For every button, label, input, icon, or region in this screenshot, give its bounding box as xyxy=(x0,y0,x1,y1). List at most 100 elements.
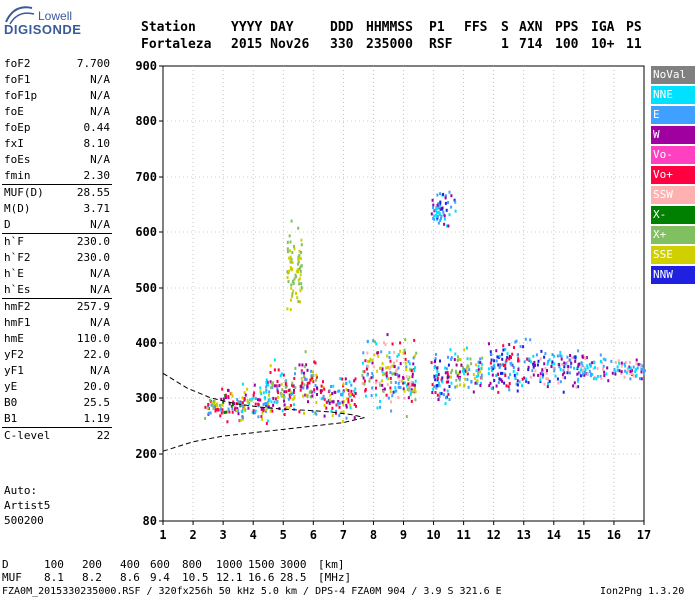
param-label: fmin xyxy=(4,169,31,182)
echo-point xyxy=(228,402,231,406)
echo-point xyxy=(632,374,635,378)
echo-point xyxy=(290,257,293,261)
echo-point xyxy=(405,375,408,379)
echo-point xyxy=(259,386,262,390)
echo-point xyxy=(450,205,453,209)
muf-value: [MHz] xyxy=(318,571,352,584)
echo-point xyxy=(431,198,434,202)
echo-point xyxy=(501,371,504,375)
echo-point xyxy=(448,385,451,388)
echo-point xyxy=(246,400,249,404)
echo-point xyxy=(562,375,565,379)
profile-curve-lower xyxy=(162,417,365,452)
muf-value: 12.1 xyxy=(216,571,243,584)
echo-point xyxy=(290,286,293,290)
param-value: 1.19 xyxy=(83,412,111,425)
param-row: B0 25.5 xyxy=(2,395,112,411)
distance-value: [km] xyxy=(318,558,345,571)
scaled-parameters-table: foF2 7.700 foF1 N/A foF1p N/A foE N/A foEp 0.44 fx… xyxy=(2,56,112,444)
param-row: hmF1 N/A xyxy=(2,315,112,331)
echo-point xyxy=(596,375,599,378)
echo-point xyxy=(466,346,468,350)
echo-point xyxy=(305,363,308,367)
echo-point xyxy=(434,357,437,361)
echo-point xyxy=(456,374,459,378)
echo-point xyxy=(447,224,450,228)
echo-point xyxy=(379,405,382,409)
echo-point xyxy=(439,200,442,204)
echo-point xyxy=(338,405,341,409)
echo-point xyxy=(562,390,565,394)
header-value-date: 2015 Nov26 xyxy=(231,37,310,52)
echo-point xyxy=(511,363,514,367)
echo-point xyxy=(542,370,545,374)
echo-point xyxy=(231,394,234,398)
echo-point xyxy=(435,211,438,214)
param-value: 110.0 xyxy=(76,332,110,345)
echo-point xyxy=(544,352,547,356)
param-row: h`F2 230.0 xyxy=(2,250,112,266)
echo-point xyxy=(292,384,295,388)
echo-point xyxy=(386,354,389,358)
echo-point xyxy=(523,376,526,380)
echo-point xyxy=(350,383,353,387)
echo-point xyxy=(508,357,511,361)
echo-point xyxy=(534,369,537,373)
echo-point xyxy=(504,360,507,364)
echo-point xyxy=(298,277,301,281)
echo-point xyxy=(228,410,231,414)
echo-point xyxy=(243,391,246,395)
param-value: 28.55 xyxy=(76,186,110,199)
echo-point xyxy=(290,298,292,302)
echo-point xyxy=(267,383,270,387)
echo-point xyxy=(211,401,214,405)
echo-point xyxy=(457,355,459,359)
echo-point xyxy=(339,377,342,380)
echo-point xyxy=(368,377,371,381)
echo-point xyxy=(623,375,626,379)
echo-point xyxy=(300,371,303,375)
echo-point xyxy=(284,379,287,383)
echo-point xyxy=(412,362,415,366)
echo-point xyxy=(529,338,532,342)
echo-point xyxy=(585,356,588,360)
echo-point xyxy=(573,355,576,359)
param-value: 0.44 xyxy=(83,121,111,134)
y-tick-label: 500 xyxy=(135,281,157,295)
echo-point xyxy=(616,365,619,369)
echo-point xyxy=(551,360,554,364)
echo-point xyxy=(277,395,279,399)
echo-point xyxy=(591,372,594,376)
echo-point xyxy=(639,377,641,381)
echo-point xyxy=(635,368,637,372)
echo-point xyxy=(261,411,264,415)
echo-point xyxy=(394,381,397,384)
echo-point xyxy=(434,359,437,363)
echo-point xyxy=(363,379,366,383)
echo-point xyxy=(385,366,388,370)
echo-point xyxy=(233,402,236,406)
echo-point xyxy=(376,406,379,410)
echo-point xyxy=(300,238,303,242)
echo-point xyxy=(571,356,574,360)
echo-point xyxy=(403,381,406,385)
echo-point xyxy=(272,396,275,400)
echo-point xyxy=(434,378,437,382)
echo-point xyxy=(410,369,413,373)
x-tick-label: 16 xyxy=(607,528,621,542)
echo-point xyxy=(397,376,400,380)
echo-point xyxy=(323,404,326,407)
echo-point xyxy=(298,253,301,257)
echo-point xyxy=(270,386,273,390)
param-label: yE xyxy=(4,380,18,393)
echo-point xyxy=(231,410,234,414)
param-row: hmF2 257.9 xyxy=(2,298,112,315)
echo-point xyxy=(283,413,286,416)
echo-point xyxy=(445,380,448,384)
echo-point xyxy=(258,398,261,402)
echo-point xyxy=(341,377,344,381)
echo-point xyxy=(300,282,303,286)
echo-point xyxy=(291,261,294,264)
echo-point xyxy=(406,387,409,391)
echo-point xyxy=(210,403,213,407)
